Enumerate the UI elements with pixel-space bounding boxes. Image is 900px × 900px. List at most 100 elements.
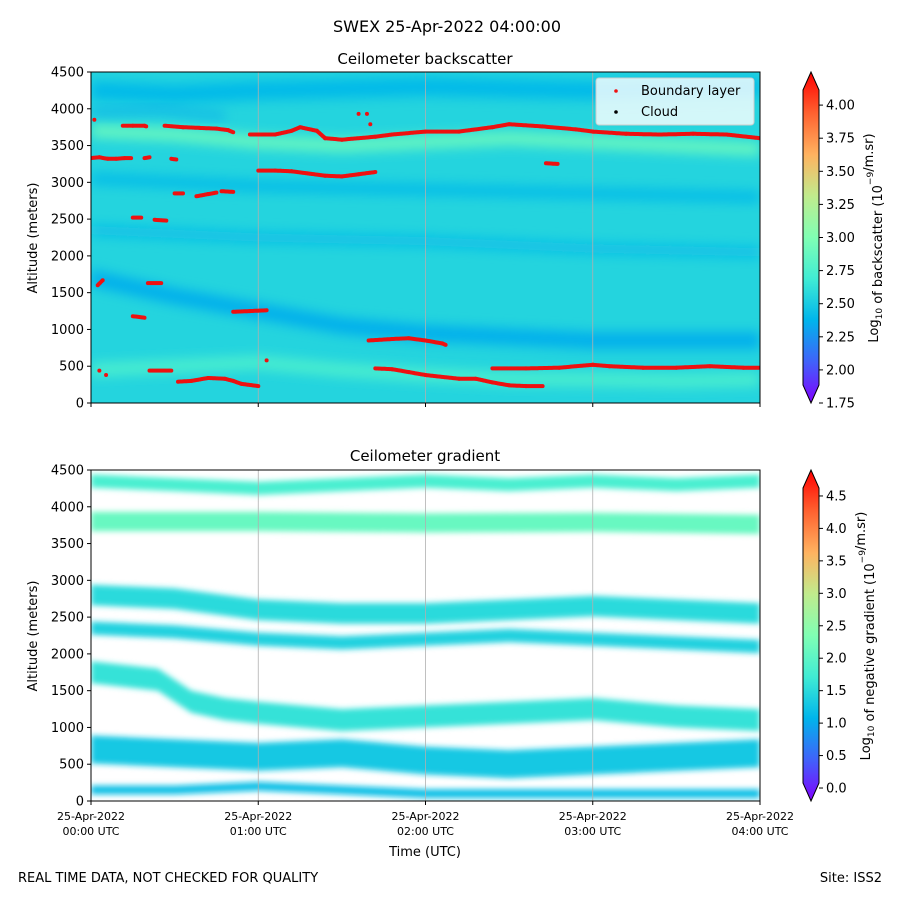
colorbar-tick-label: 4.0 <box>826 522 847 537</box>
colorbar-tick-label: 3.5 <box>826 554 847 569</box>
x-tick-label: 25-Apr-2022 <box>57 810 125 823</box>
suptitle: SWEX 25-Apr-2022 04:00:00 <box>333 17 561 36</box>
colorbar-tick-label: 2.25 <box>826 330 855 345</box>
backscatter-title: Ceilometer backscatter <box>337 50 513 68</box>
y-tick-label: 1500 <box>51 286 84 301</box>
boundary-layer-point <box>169 368 174 373</box>
x-tick-label-time: 02:00 UTC <box>397 825 454 838</box>
boundary-layer-point <box>368 122 373 127</box>
boundary-layer-point <box>264 308 269 313</box>
boundary-layer-point <box>256 384 261 389</box>
colorbar-tick-label: 4.5 <box>826 489 847 504</box>
colorbar-tick-label: 3.50 <box>826 165 855 180</box>
colorbar-tick-label: 0.5 <box>826 749 847 764</box>
legend-marker-boundary-layer <box>614 89 618 93</box>
colorbar-tick-label: 4.00 <box>826 99 855 114</box>
boundary-layer-point <box>144 124 149 129</box>
y-tick-label: 2000 <box>51 647 84 662</box>
y-tick-label: 3000 <box>51 574 84 589</box>
footer-quality-note: REAL TIME DATA, NOT CHECKED FOR QUALITY <box>18 871 318 886</box>
footer-site: Site: ISS2 <box>820 871 882 886</box>
colorbar-tick-label: 3.75 <box>826 132 855 147</box>
boundary-layer-point <box>164 218 169 223</box>
gradient-colorbar: 0.0 0.5 1.0 1.5 2.0 2.5 3.0 3.5 4.0 4.5 Log10 of … <box>802 468 878 803</box>
backscatter-colorbar: 1.75 2.00 2.25 2.50 2.75 3.00 3.25 3.50 3.75 4.00… <box>802 70 886 412</box>
colorbar-0-label: Log10 of backscatter (10−9/m.sr) <box>862 133 886 342</box>
y-tick-label: 500 <box>59 758 84 773</box>
colorbar-tick-label: 2.0 <box>826 652 847 667</box>
y-tick-label: 1000 <box>51 323 84 338</box>
backscatter-panel: Ceilometer backscatter 0 500 1000 1500 2000 2… <box>26 50 886 412</box>
gradient-ylabel: Altitude (meters) <box>26 581 41 692</box>
x-tick-label: 25-Apr-2022 <box>224 810 292 823</box>
boundary-layer-point <box>159 281 164 286</box>
boundary-layer-point <box>174 157 179 162</box>
x-tick-label: 25-Apr-2022 <box>391 810 459 823</box>
boundary-layer-point <box>356 111 361 116</box>
colorbar-tick-label: 3.0 <box>826 587 847 602</box>
colorbar-tick-label: 2.75 <box>826 264 855 279</box>
boundary-layer-point <box>147 155 152 160</box>
legend-marker-cloud <box>614 110 618 114</box>
y-tick-label: 2500 <box>51 611 84 626</box>
colorbar-tick-label: 2.5 <box>826 619 847 634</box>
boundary-layer-point <box>214 190 219 195</box>
boundary-layer-point <box>100 278 105 283</box>
y-tick-label: 3500 <box>51 139 84 154</box>
y-tick-label: 3000 <box>51 176 84 191</box>
y-tick-label: 0 <box>76 397 84 412</box>
y-tick-label: 4000 <box>51 500 84 515</box>
y-tick-label: 4500 <box>51 464 84 479</box>
boundary-layer-point <box>142 315 147 320</box>
boundary-layer-point <box>97 368 102 373</box>
boundary-layer-point <box>264 358 269 363</box>
boundary-layer-point <box>443 342 448 347</box>
boundary-layer-point <box>540 384 545 389</box>
boundary-layer-point <box>92 117 97 122</box>
boundary-layer-point <box>181 191 185 196</box>
legend-label-boundary-layer: Boundary layer <box>641 84 741 99</box>
colorbar-tick-label: 0.0 <box>826 782 847 797</box>
boundary-layer-point <box>555 161 560 166</box>
legend-box <box>595 77 755 126</box>
colorbar-tick-label: 3.00 <box>826 231 855 246</box>
gradient-title: Ceilometer gradient <box>350 447 500 465</box>
x-tick-label-time: 01:00 UTC <box>230 825 287 838</box>
colorbar-tick-label: 3.25 <box>826 198 855 213</box>
heatmap-band-very-high <box>91 108 225 119</box>
boundary-layer-point <box>104 373 109 378</box>
x-tick-label-time: 03:00 UTC <box>564 825 621 838</box>
boundary-layer-point <box>364 111 369 116</box>
backscatter-ylabel: Altitude (meters) <box>26 183 41 294</box>
legend: Boundary layer Cloud <box>595 77 755 126</box>
x-tick-label: 25-Apr-2022 <box>726 810 794 823</box>
y-tick-label: 2500 <box>51 213 84 228</box>
colorbar-tick-label: 2.50 <box>826 297 855 312</box>
colorbar-1-body <box>802 468 820 803</box>
legend-label-cloud: Cloud <box>641 105 678 120</box>
boundary-layer-point <box>139 215 144 220</box>
colorbar-tick-label: 1.5 <box>826 684 847 699</box>
boundary-layer-point <box>373 170 378 174</box>
x-tick-label-time: 00:00 UTC <box>62 825 119 838</box>
colorbar-tick-label: 1.0 <box>826 717 847 732</box>
colorbar-tick-label: 2.00 <box>826 363 855 378</box>
y-tick-label: 1500 <box>51 684 84 699</box>
y-tick-label: 4500 <box>51 66 84 81</box>
y-tick-label: 2000 <box>51 249 84 264</box>
y-tick-label: 3500 <box>51 537 84 552</box>
boundary-layer-point <box>231 130 236 135</box>
colorbar-tick-label: 1.75 <box>826 397 855 412</box>
boundary-layer-point <box>129 156 134 161</box>
colorbar-0-body <box>802 70 820 405</box>
colorbar-1-label: Log10 of negative gradient (10−9/m.sr) <box>854 512 878 761</box>
gradient-xlabel: Time (UTC) <box>388 845 461 860</box>
y-tick-label: 1000 <box>51 721 84 736</box>
x-tick-label: 25-Apr-2022 <box>559 810 627 823</box>
boundary-layer-point <box>231 189 236 194</box>
y-tick-label: 4000 <box>51 102 84 117</box>
x-tick-label-time: 04:00 UTC <box>731 825 788 838</box>
y-tick-label: 0 <box>76 795 84 810</box>
y-tick-label: 500 <box>59 360 84 375</box>
